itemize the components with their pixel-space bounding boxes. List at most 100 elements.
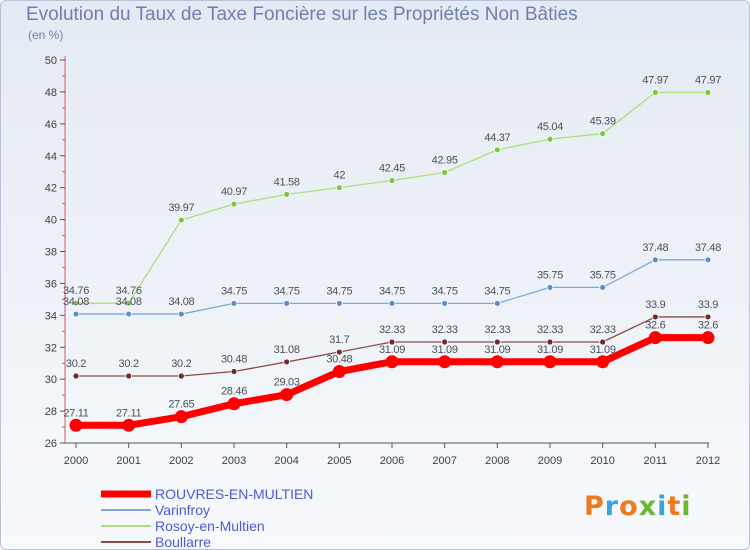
legend-swatch	[101, 541, 151, 543]
data-label-1: 34.08	[168, 296, 194, 308]
legend-swatch	[101, 525, 151, 527]
logo-letter: i	[657, 491, 668, 522]
legend-swatch	[101, 509, 151, 511]
y-tick-label: 44	[45, 151, 57, 163]
series-point-3	[546, 338, 554, 346]
series-point-1	[177, 310, 185, 318]
data-label-3: 32.33	[590, 324, 616, 336]
x-tick-label: 2008	[485, 455, 509, 467]
x-tick-label: 2006	[380, 455, 404, 467]
y-tick-label: 28	[45, 406, 57, 418]
logo-letter: r	[604, 491, 620, 522]
series-point-0	[490, 355, 504, 369]
legend-label: Boullarre	[155, 534, 212, 550]
series-point-0	[385, 355, 399, 369]
series-point-1	[599, 284, 607, 291]
data-label-1: 37.48	[695, 242, 721, 254]
series-point-1	[335, 299, 343, 307]
series-point-0	[332, 365, 346, 379]
series-point-1	[546, 284, 554, 291]
series-point-1	[283, 299, 291, 307]
series-point-3	[599, 338, 607, 346]
y-unit-label: (en %)	[28, 28, 64, 42]
series-point-1	[493, 299, 501, 307]
y-tick-label: 26	[45, 438, 57, 450]
series-point-2	[704, 88, 712, 96]
data-label-2: 45.39	[590, 116, 616, 128]
data-label-2: 39.97	[168, 202, 194, 214]
series-point-3	[335, 348, 343, 356]
data-label-1: 34.75	[484, 285, 510, 297]
data-label-1: 37.48	[642, 242, 668, 254]
series-point-0	[438, 355, 452, 369]
y-tick-label: 32	[45, 342, 57, 354]
data-label-0: 27.11	[63, 407, 88, 419]
series-point-1	[230, 299, 238, 307]
series-point-3	[72, 372, 80, 380]
data-label-2: 45.04	[537, 121, 563, 133]
data-label-2: 47.97	[695, 74, 721, 86]
data-label-0: 32.6	[645, 320, 665, 332]
series-point-1	[388, 299, 396, 307]
series-point-2	[177, 216, 185, 224]
data-label-2: 42.45	[379, 162, 405, 174]
x-tick-label: 2005	[327, 455, 351, 467]
data-label-1: 34.75	[432, 285, 458, 297]
x-tick-label: 2007	[432, 455, 456, 467]
data-label-1: 34.08	[116, 296, 142, 308]
data-label-0: 32.6	[698, 320, 718, 332]
data-label-0: 27.65	[168, 399, 194, 411]
data-label-2: 41.58	[274, 176, 300, 188]
series-point-2	[651, 88, 659, 96]
y-tick-label: 48	[45, 87, 57, 99]
data-label-3: 32.33	[484, 324, 510, 336]
series-point-3	[651, 313, 659, 321]
series-point-2	[283, 190, 291, 198]
series-point-2	[546, 135, 554, 143]
data-label-0: 31.09	[590, 344, 616, 356]
data-label-2: 40.97	[221, 186, 247, 198]
series-point-1	[72, 310, 80, 318]
y-tick-label: 36	[45, 278, 57, 290]
data-label-0: 30.48	[326, 354, 352, 366]
x-tick-label: 2010	[590, 455, 614, 467]
data-label-3: 30.2	[171, 358, 191, 370]
x-tick-label: 2004	[274, 455, 298, 467]
series-point-0	[69, 418, 83, 432]
data-label-2: 42.95	[432, 155, 458, 167]
series-point-2	[388, 177, 396, 184]
data-label-1: 34.08	[63, 296, 89, 308]
series-point-3	[177, 372, 185, 380]
series-point-0	[280, 388, 294, 402]
x-tick-label: 2009	[538, 455, 562, 467]
legend-label: ROUVRES-EN-MULTIEN	[155, 486, 314, 502]
data-label-1: 35.75	[537, 269, 563, 281]
x-tick-label: 2003	[222, 455, 246, 467]
data-label-3: 30.48	[221, 354, 247, 366]
data-label-2: 42	[334, 170, 346, 182]
y-tick-label: 34	[45, 310, 57, 322]
data-label-3: 30.2	[119, 358, 139, 370]
series-point-0	[596, 355, 610, 369]
data-label-3: 31.7	[329, 334, 349, 346]
logo-letter: i	[681, 491, 692, 522]
series-point-2	[335, 184, 343, 192]
data-label-2: 34.76	[63, 285, 89, 297]
data-label-3: 32.33	[379, 324, 405, 336]
series-point-1	[704, 256, 712, 264]
data-label-3: 32.33	[537, 324, 563, 336]
series-point-1	[651, 256, 659, 264]
series-point-2	[441, 169, 449, 176]
data-label-3: 33.9	[645, 299, 665, 311]
series-point-1	[125, 310, 133, 318]
y-tick-label: 38	[45, 247, 57, 259]
data-label-1: 34.75	[379, 285, 405, 297]
data-label-0: 28.46	[221, 386, 247, 398]
data-label-1: 34.75	[221, 285, 247, 297]
data-label-1: 35.75	[590, 269, 616, 281]
y-tick-label: 42	[45, 183, 57, 195]
legend-swatch	[101, 490, 151, 498]
series-point-0	[701, 331, 715, 345]
y-tick-label: 40	[45, 215, 57, 227]
